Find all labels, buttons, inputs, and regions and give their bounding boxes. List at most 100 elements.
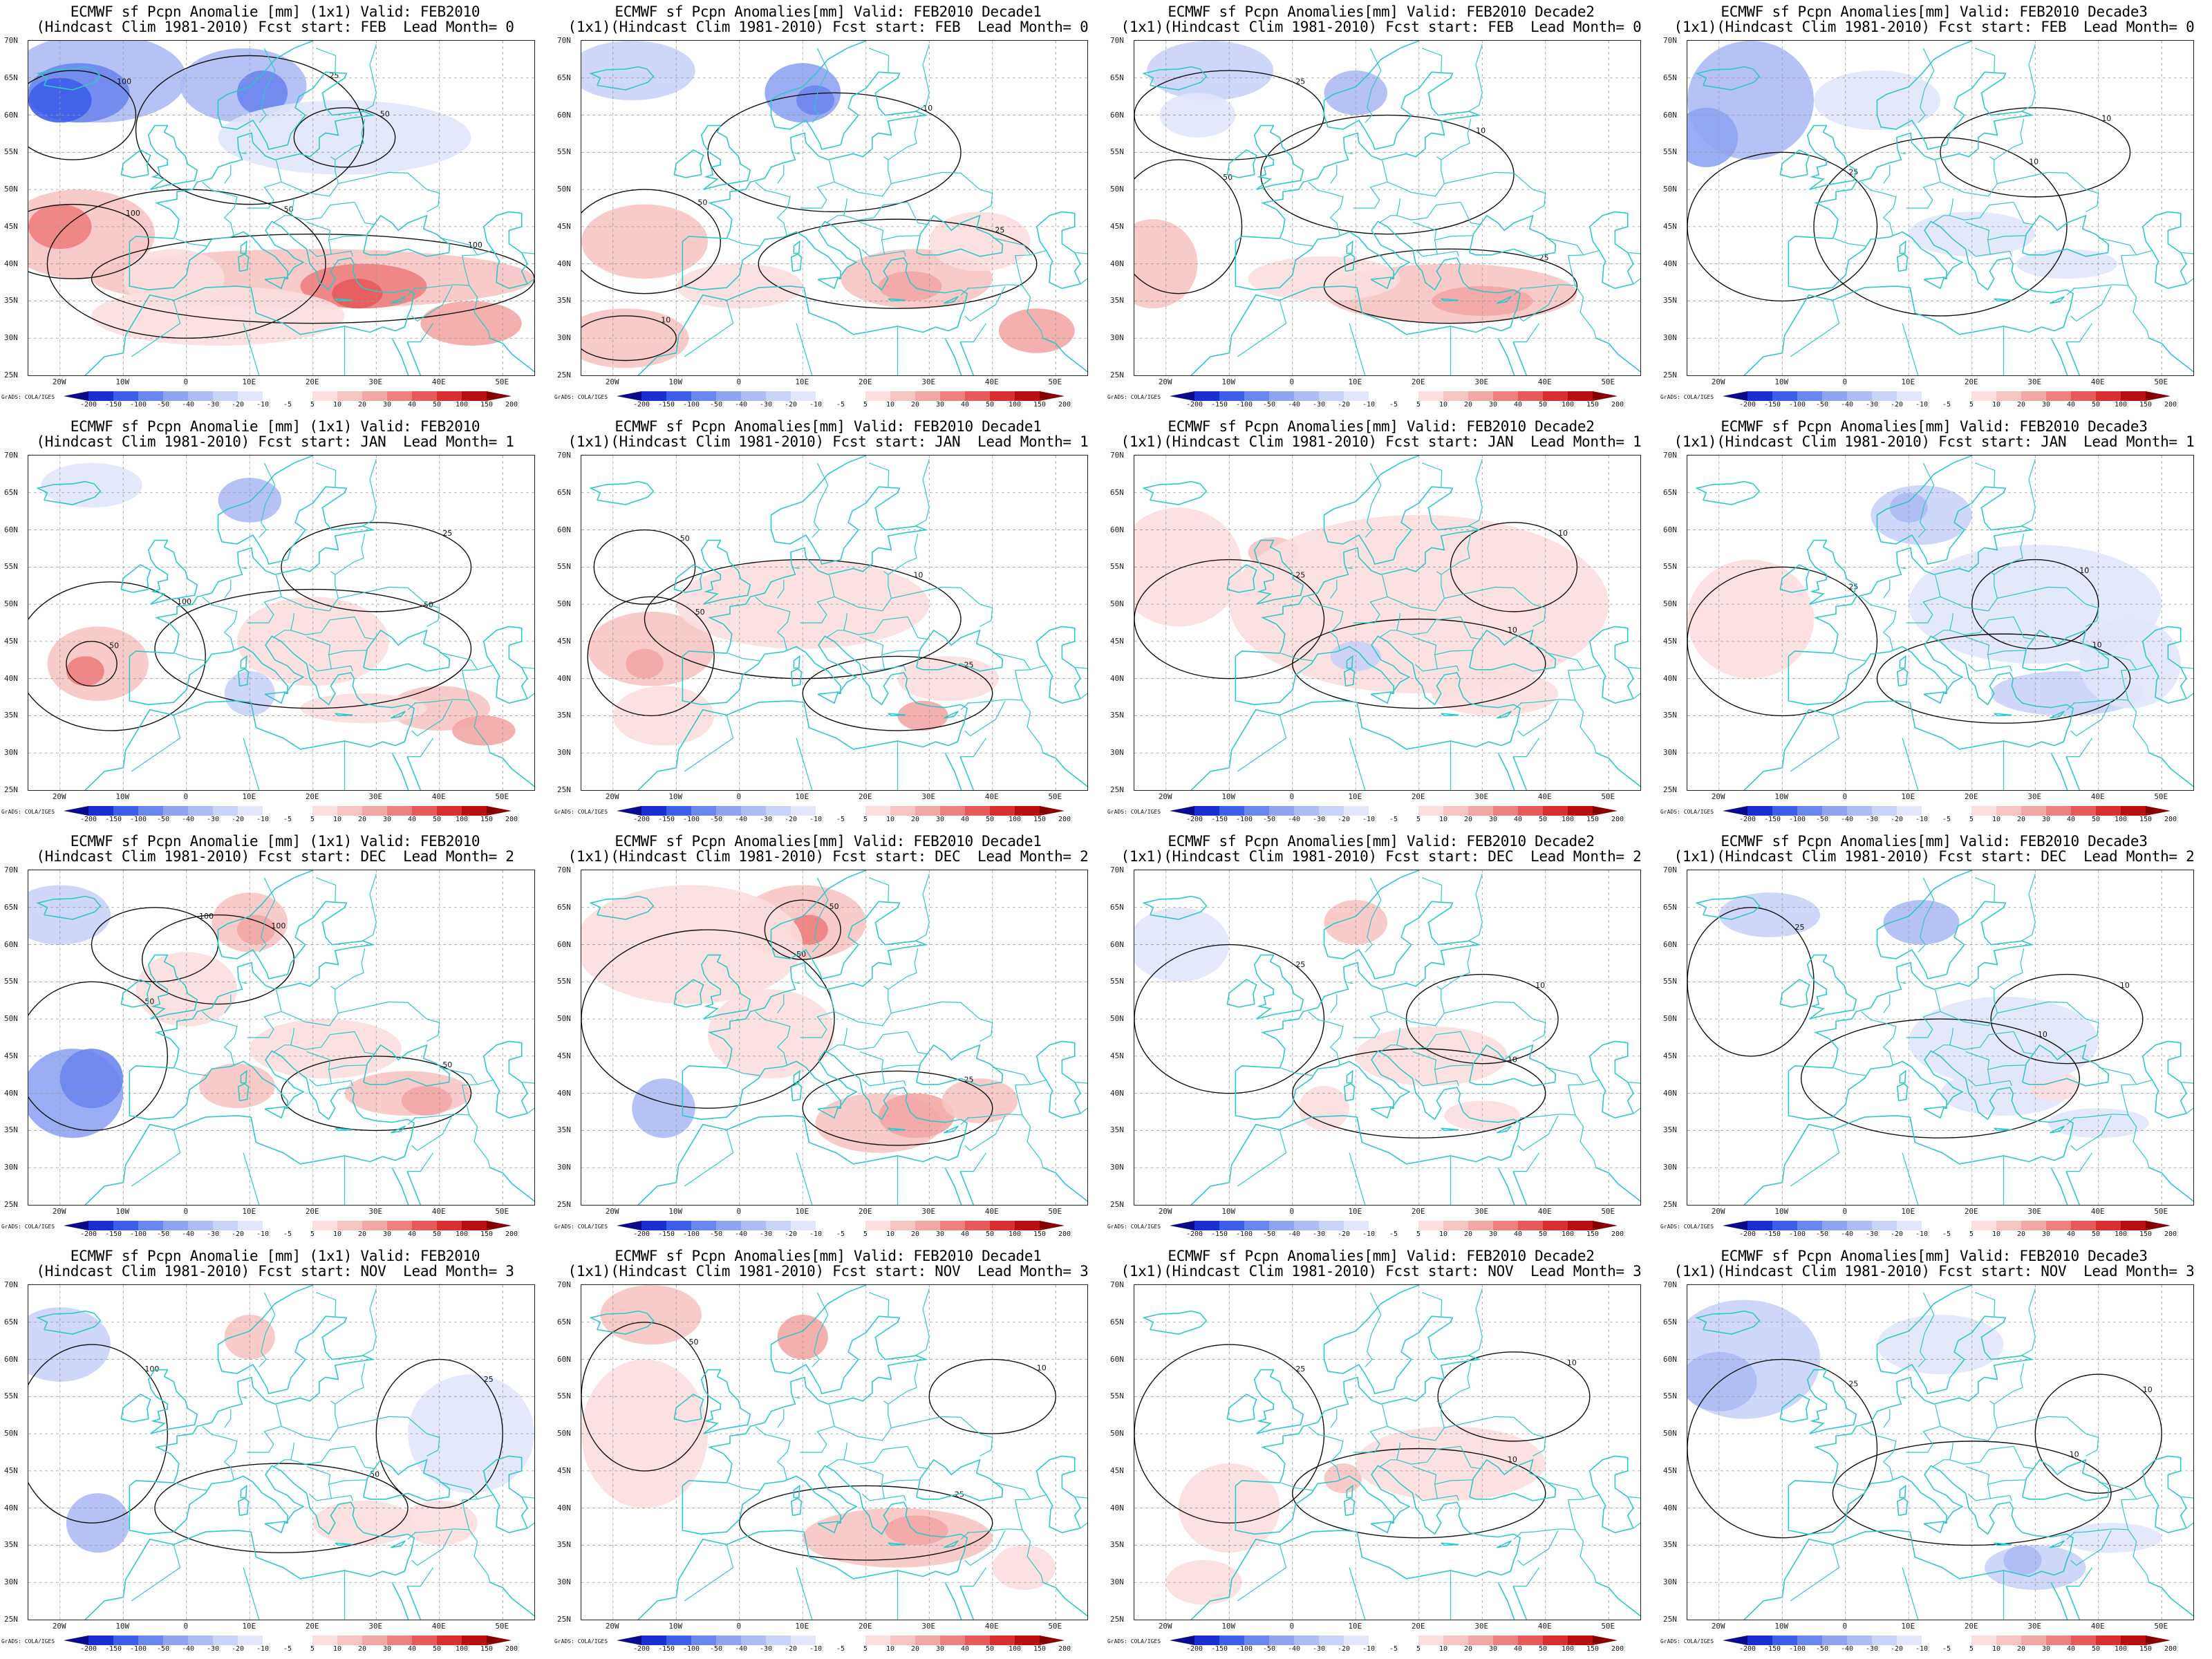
- colorbar: [64, 806, 512, 816]
- colorbar-label: -30: [1865, 401, 1879, 409]
- colorbar-segment: [791, 1635, 816, 1645]
- country-border: [684, 1130, 734, 1187]
- country-border: [1627, 1496, 1640, 1499]
- coastline: [1469, 1459, 1557, 1501]
- colorbar-segment: [766, 391, 791, 401]
- anomaly-shading: [897, 700, 948, 731]
- coastline: [1343, 1497, 1356, 1517]
- anomaly-shading: [992, 1545, 1056, 1590]
- country-border: [2073, 664, 2153, 704]
- colorbar-label: 50: [985, 816, 995, 823]
- coastline: [1042, 1582, 1087, 1617]
- contour-label: 10: [2038, 1030, 2047, 1039]
- lon-tick-label: 0: [1842, 377, 1848, 386]
- colorbar-segment: [1543, 1635, 1568, 1645]
- country-border: [1074, 1081, 1087, 1084]
- lat-tick-label: 30N: [1663, 333, 1677, 343]
- country-border: [1834, 653, 1866, 662]
- country-border: [1387, 986, 1445, 1027]
- colorbar-segment: [1194, 1221, 1219, 1230]
- country-border: [881, 1479, 920, 1485]
- colorbar-segment: [1518, 806, 1543, 816]
- coastline: [363, 214, 451, 257]
- lat-tick-label: 40N: [1110, 259, 1124, 268]
- colorbar-segment: [412, 391, 437, 401]
- map-panel: ECMWF sf Pcpn Anomalie [mm] (1x1) Valid:…: [0, 1244, 550, 1659]
- colorbar-segment: [1723, 391, 1747, 401]
- colorbar-segment: [2046, 1635, 2071, 1645]
- lon-tick-label: 30E: [368, 1622, 383, 1631]
- colorbar-segment: [88, 1221, 113, 1230]
- colorbar-label: 10: [885, 1645, 895, 1653]
- colorbar-segment: [2121, 391, 2146, 401]
- lon-tick-label: 40E: [431, 1207, 446, 1216]
- country-border: [1975, 462, 1996, 487]
- colorbar-label: 150: [1033, 816, 1047, 823]
- colorbar-label: -10: [1915, 1230, 1929, 1238]
- coastline: [943, 711, 959, 719]
- anomaly-shading: [1356, 1426, 1546, 1501]
- coastline: [36, 1310, 102, 1335]
- lon-tick-label: 10W: [1221, 1207, 1236, 1216]
- country-border: [1517, 1530, 1559, 1566]
- coastline: [673, 564, 704, 593]
- country-border: [1387, 156, 1445, 197]
- colorbar-label: 30: [2041, 1230, 2051, 1238]
- country-border: [1444, 171, 1546, 212]
- coastline: [406, 341, 422, 375]
- coastline: [264, 691, 286, 704]
- colorbar-label: 100: [1561, 401, 1575, 409]
- colorbar-segment: [312, 1221, 337, 1230]
- lon-tick-label: 20W: [52, 377, 66, 386]
- contour-label: 25: [1295, 570, 1305, 579]
- country-border: [1074, 1496, 1087, 1499]
- lat-tick-label: 40N: [1110, 673, 1124, 683]
- panel-title: ECMWF sf Pcpn Anomalies[mm] Valid: FEB20…: [615, 1248, 1042, 1264]
- colorbar-label: -5: [283, 1230, 292, 1238]
- coastline: [673, 149, 704, 178]
- colorbar-segment: [2021, 1221, 2046, 1230]
- contour-label: 100: [271, 921, 285, 930]
- lat-tick-label: 35N: [4, 296, 18, 306]
- colorbar-label: 5: [1416, 816, 1421, 823]
- lon-tick-label: 30E: [921, 1622, 936, 1631]
- contour-line: [1813, 137, 2068, 317]
- colorbar-label: 100: [455, 1230, 469, 1238]
- coastline: [129, 41, 375, 243]
- country-border: [1520, 664, 1600, 704]
- lon-tick-label: 10E: [242, 1622, 256, 1631]
- coastline: [1469, 214, 1557, 257]
- lat-tick-label: 70N: [557, 865, 571, 874]
- colorbar-segment: [288, 1221, 312, 1230]
- country-border: [1990, 1494, 2012, 1501]
- country-border: [1468, 459, 1483, 527]
- anomaly-shading: [59, 1049, 124, 1109]
- colorbar-segment: [1468, 391, 1493, 401]
- lon-tick-label: 10W: [1774, 377, 1789, 386]
- country-border: [272, 215, 291, 224]
- map-panel: ECMWF sf Pcpn Anomalies[mm] Valid: FEB20…: [553, 830, 1103, 1244]
- lat-tick-label: 45N: [1110, 221, 1124, 231]
- country-border: [684, 715, 734, 772]
- country-border: [2066, 1152, 2093, 1172]
- coastline: [84, 1050, 415, 1205]
- colorbar-label: -100: [1788, 401, 1806, 409]
- country-border: [796, 1152, 813, 1205]
- colorbar-segment: [1468, 1635, 1493, 1645]
- country-border: [869, 877, 890, 902]
- coastline: [1496, 296, 1512, 304]
- colorbar-segment: [2046, 1221, 2071, 1230]
- lat-tick-label: 30N: [1110, 333, 1124, 343]
- colorbar-segment: [2146, 806, 2171, 816]
- colorbar-segment: [1040, 1221, 1065, 1230]
- country-border: [1237, 715, 1287, 772]
- anomaly-shading: [1687, 559, 1814, 679]
- colorbar-segment: [2146, 1221, 2171, 1230]
- lon-tick-label: 20E: [1964, 1622, 1978, 1631]
- colorbar-label: -40: [181, 1645, 195, 1653]
- colorbar-segment: [1996, 806, 2021, 816]
- country-border: [1441, 533, 1472, 575]
- lon-tick-label: 20E: [858, 1622, 872, 1631]
- colorbar-segment: [1568, 391, 1593, 401]
